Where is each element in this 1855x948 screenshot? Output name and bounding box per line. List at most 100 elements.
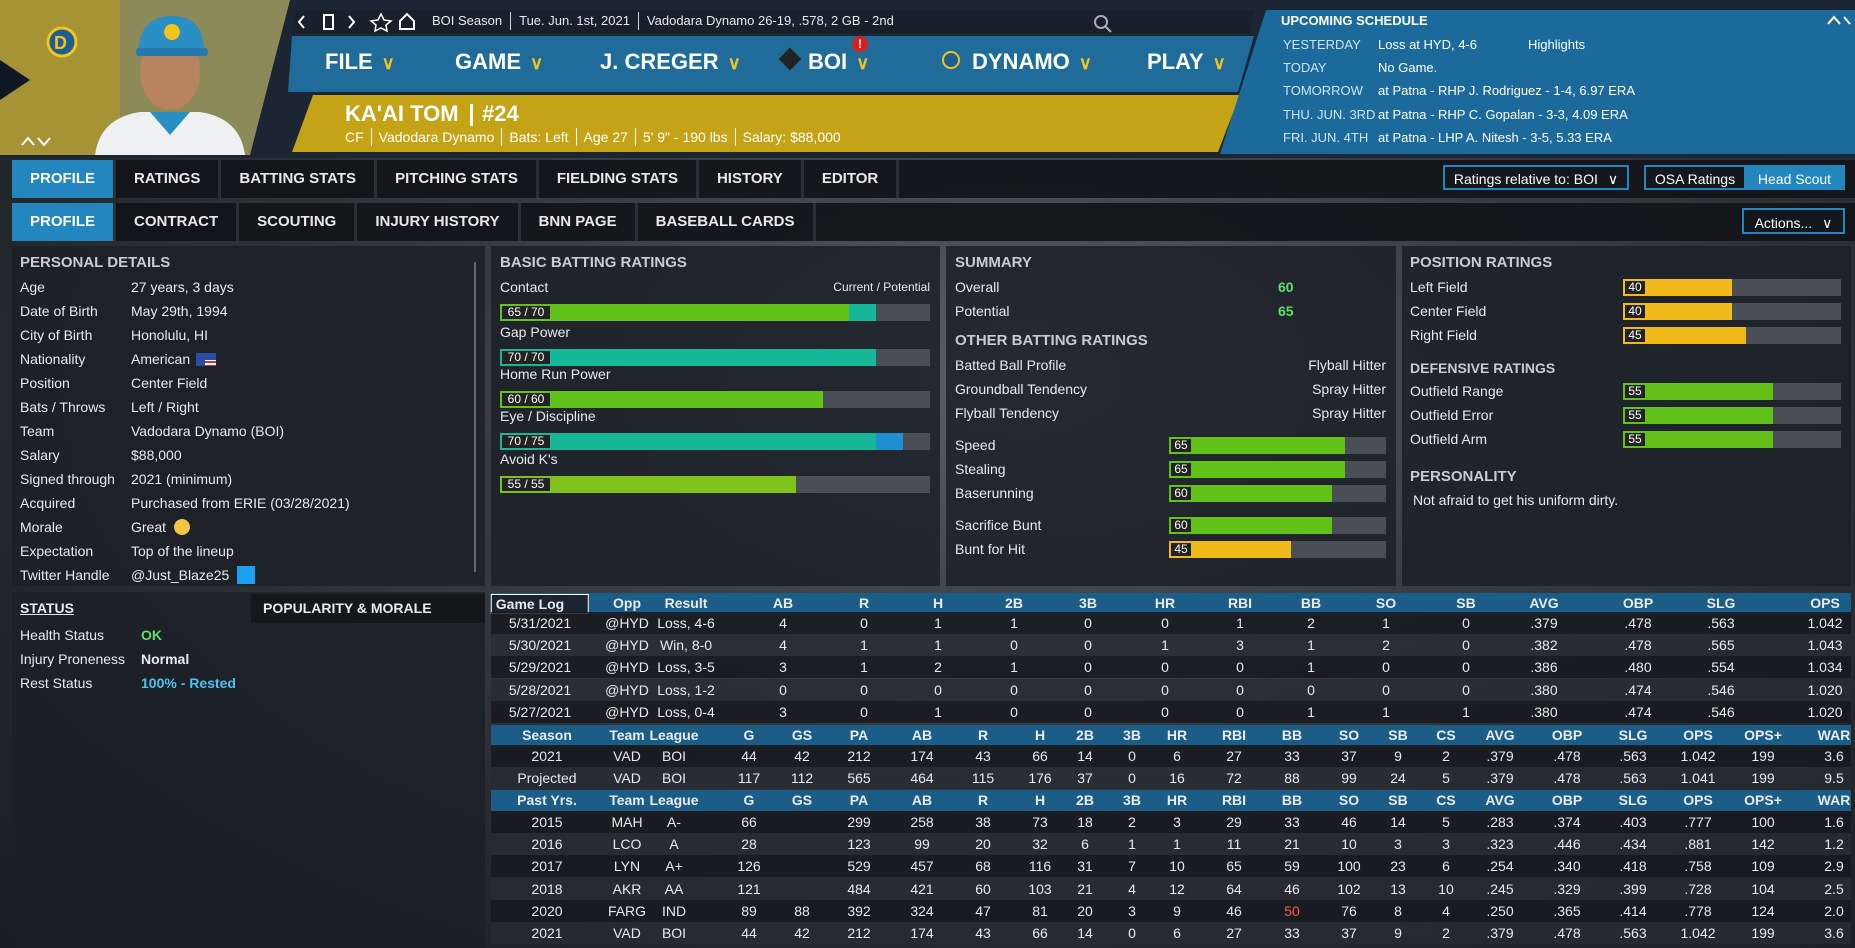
table-cell: 103: [1028, 880, 1052, 897]
tab[interactable]: EDITOR: [804, 160, 900, 198]
column-header: OBP: [1551, 727, 1583, 743]
column-header[interactable]: Game Log: [490, 594, 590, 614]
schedule-day: YESTERDAY: [1283, 37, 1361, 52]
table-cell: .446: [1553, 836, 1581, 853]
table-cell: .418: [1619, 858, 1647, 875]
table-cell: 1: [1173, 836, 1181, 853]
column-header: OBP: [1622, 595, 1654, 611]
status-value: Normal: [141, 651, 190, 667]
detail-label: Nationality: [20, 351, 86, 367]
detail-label: Morale: [20, 519, 63, 535]
column-header: 3B: [1123, 792, 1141, 808]
rating-name: Center Field: [1410, 303, 1487, 319]
table-cell: 13: [1390, 880, 1406, 897]
tab[interactable]: PITCHING STATS: [377, 160, 539, 198]
actions[interactable]: Actions... ∨: [1742, 208, 1845, 234]
table-cell: .881: [1684, 836, 1712, 853]
table-cell: 421: [910, 880, 934, 897]
table-cell: 2016: [531, 836, 563, 853]
table-cell: .374: [1553, 814, 1581, 830]
table-cell: 46: [1226, 902, 1242, 919]
column-header: SB: [1456, 595, 1476, 611]
table-cell: VAD: [613, 770, 641, 787]
table-cell: 32: [1032, 836, 1048, 853]
other-value: Flyball Hitter: [1308, 357, 1386, 373]
table-cell: .414: [1619, 902, 1647, 919]
subtab[interactable]: SCOUTING: [239, 203, 358, 241]
head-scout[interactable]: Head Scout: [1744, 165, 1845, 190]
table-cell: 5/31/2021: [508, 615, 572, 631]
table-row: [491, 855, 1851, 878]
detail-value: Honolulu, HI: [131, 327, 209, 343]
table-cell: 457: [910, 858, 934, 875]
dropdown-chevron: ∨: [1822, 215, 1833, 231]
head-scout-label: Head Scout: [1757, 171, 1832, 187]
subtab[interactable]: INJURY HISTORY: [357, 203, 521, 241]
column-header: OPS: [1810, 595, 1840, 611]
table-cell: 258: [910, 814, 934, 830]
flag-icon: [196, 353, 217, 366]
rating-bar: [1169, 461, 1346, 478]
detail-label: Salary: [20, 447, 60, 463]
menu-item[interactable]: PLAY ∨: [1147, 48, 1226, 77]
ratings-relative[interactable]: Ratings relative to: BOI ∨: [1443, 165, 1629, 190]
rating-label: 70 / 75: [502, 435, 550, 448]
menu-item[interactable]: FILE ∨: [325, 48, 395, 77]
column-header: AVG: [1529, 595, 1559, 611]
popularity-tab[interactable]: POPULARITY & MORALE: [251, 594, 485, 623]
section-title: PERSONALITY: [1410, 468, 1517, 485]
table-cell: @HYD: [605, 637, 649, 654]
table-cell: .254: [1486, 858, 1514, 875]
dropdown-chevron: ∨: [1607, 171, 1619, 187]
table-row: [491, 634, 1851, 657]
column-header: AB: [911, 792, 933, 808]
tab[interactable]: FIELDING STATS: [539, 160, 699, 198]
header-graphics: D: [0, 0, 1855, 158]
table-cell: 73: [1032, 814, 1048, 830]
table-cell: .474: [1624, 681, 1652, 698]
table-cell: .245: [1486, 880, 1514, 897]
subtab[interactable]: BNN PAGE: [521, 203, 638, 241]
menu-item[interactable]: BOI ∨: [808, 48, 869, 77]
rating-bar: [1169, 485, 1332, 502]
menu-item[interactable]: DYNAMO ∨: [972, 48, 1092, 77]
column-header: R: [977, 792, 989, 808]
table-cell: 81: [1032, 902, 1048, 919]
tab[interactable]: PROFILE: [12, 160, 117, 198]
subtab[interactable]: CONTRACT: [116, 203, 240, 241]
column-header: SLG: [1706, 595, 1736, 611]
tab[interactable]: BATTING STATS: [221, 160, 378, 198]
table-header: [491, 593, 1851, 614]
table-cell: 0: [1382, 681, 1390, 698]
table-cell: 0: [1128, 925, 1136, 941]
rating-name: Home Run Power: [500, 366, 611, 382]
menu-item[interactable]: J. CREGER ∨: [600, 48, 741, 77]
subtab[interactable]: BASEBALL CARDS: [638, 203, 816, 241]
table-cell: 43: [975, 748, 991, 764]
table-cell: 2: [1128, 814, 1136, 830]
table-cell: 44: [741, 748, 757, 764]
other-label: Batted Ball Profile: [955, 357, 1067, 373]
tab[interactable]: HISTORY: [699, 160, 804, 198]
osa-ratings[interactable]: OSA Ratings: [1644, 165, 1746, 190]
menu-item[interactable]: GAME ∨: [455, 48, 543, 77]
schedule-day: TODAY: [1283, 60, 1327, 75]
schedule-text[interactable]: Highlights: [1528, 37, 1586, 52]
detail-label: Team: [20, 423, 55, 439]
table-cell: VAD: [613, 925, 641, 941]
summary-value: 65: [1278, 303, 1294, 319]
table-cell: 100: [1337, 858, 1361, 875]
rating-bar: [1169, 437, 1346, 454]
table-cell: 33: [1284, 925, 1300, 941]
section-title: DEFENSIVE RATINGS: [1410, 360, 1556, 376]
subtab[interactable]: PROFILE: [12, 203, 117, 241]
twitter-icon[interactable]: [237, 566, 256, 584]
rating-value: 45: [1625, 329, 1645, 342]
tab[interactable]: RATINGS: [116, 160, 222, 198]
table-row: [491, 745, 1851, 767]
table-cell: 4: [779, 615, 787, 631]
table-cell: 29: [1226, 814, 1242, 830]
column-header: League: [649, 727, 699, 743]
table-cell: 4: [1442, 902, 1450, 919]
